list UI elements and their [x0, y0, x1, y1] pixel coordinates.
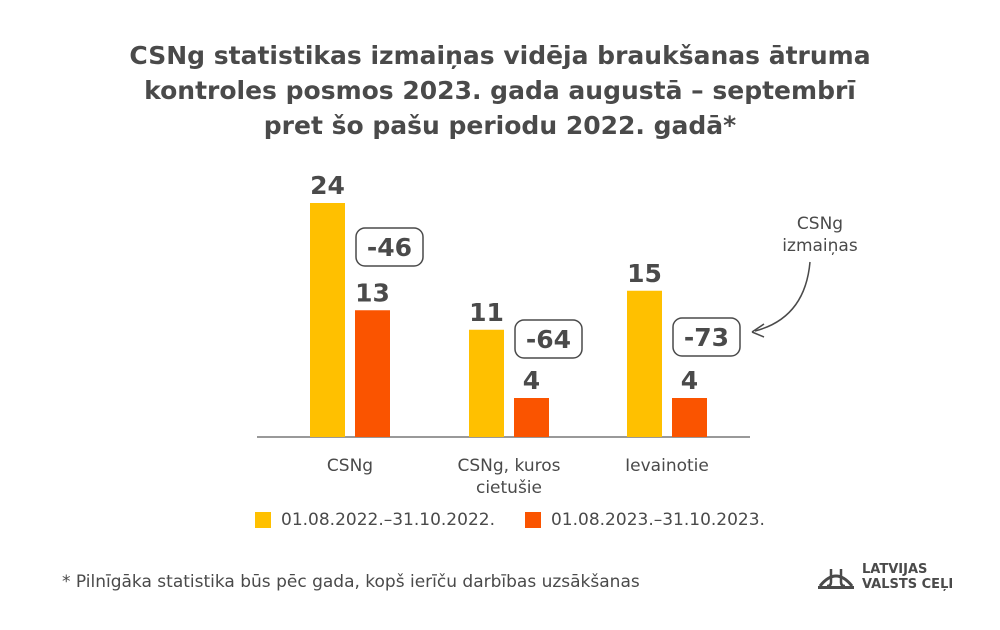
bar	[469, 329, 504, 437]
data-label: 4	[523, 366, 540, 395]
change-box	[355, 227, 424, 267]
annotation-arrow	[754, 261, 811, 332]
data-label: 13	[355, 278, 390, 307]
change-box	[514, 319, 583, 359]
annotation-text: izmaiņas	[782, 236, 858, 256]
legend-label: 01.08.2022.–31.10.2022.	[281, 510, 495, 530]
category-label: Ievainotie	[625, 456, 709, 476]
chart-title-line: CSNg statistikas izmaiņas vidēja braukša…	[129, 41, 871, 70]
legend: 01.08.2022.–31.10.2022. 01.08.2023.–31.1…	[255, 510, 765, 530]
logo-text: LATVIJAS	[862, 562, 928, 577]
arrowhead-icon	[751, 323, 765, 338]
change-label: -64	[526, 325, 571, 354]
legend-label: 01.08.2023.–31.10.2023.	[550, 510, 765, 530]
data-label: 24	[310, 171, 345, 200]
legend-swatch	[255, 512, 271, 528]
bar	[310, 203, 345, 437]
category-label: CSNg, kuros	[458, 456, 561, 476]
logo: LATVIJAS VALSTS CEĻI	[818, 562, 953, 592]
data-label: 11	[469, 298, 504, 327]
legend-swatch	[524, 512, 541, 528]
change-label: -46	[367, 233, 412, 262]
annotation-text: CSNg	[797, 214, 843, 234]
logo-text: VALSTS CEĻI	[862, 577, 954, 592]
change-box	[672, 317, 741, 357]
category-label: cietušie	[476, 478, 542, 498]
chart-title-line: kontroles posmos 2023. gada augustā – se…	[144, 76, 856, 105]
legend-item-2022: 01.08.2022.–31.10.2022.	[255, 510, 495, 530]
bar	[627, 290, 662, 437]
footnote: * Pilnīgāka statistika būs pēc gada, kop…	[62, 572, 640, 592]
data-label: 15	[627, 259, 662, 288]
legend-item-2023: 01.08.2023.–31.10.2023.	[524, 510, 765, 530]
chart-title: CSNg statistikas izmaiņas vidēja braukša…	[0, 38, 1000, 143]
bar	[514, 398, 549, 437]
chart-title-line: pret šo pašu periodu 2022. gadā*	[263, 111, 737, 140]
category-label: CSNg	[327, 456, 373, 476]
bar	[355, 310, 390, 437]
logo-bridge-icon	[818, 569, 854, 589]
data-label: 4	[681, 366, 698, 395]
bar	[672, 398, 707, 437]
change-label: -73	[684, 323, 729, 352]
